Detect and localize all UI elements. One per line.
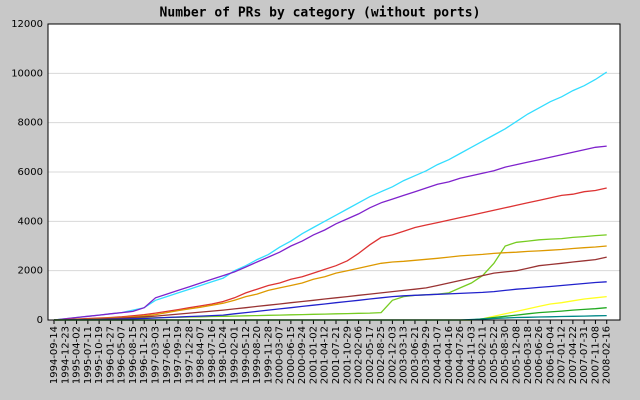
- x-tick-label: 1996-08-15: [128, 326, 139, 384]
- x-tick-label: 2001-07-21: [331, 326, 342, 384]
- x-tick-label: 1998-07-16: [207, 326, 218, 384]
- y-tick-label: 0: [37, 315, 43, 326]
- x-tick-label: 2000-03-07: [275, 326, 286, 384]
- series-line: [53, 187, 607, 321]
- plot-border: [47, 23, 621, 321]
- x-tick-label: 2006-10-04: [545, 326, 556, 384]
- x-tick-label: 2007-04-22: [568, 326, 579, 384]
- x-tick-label: 1999-05-12: [241, 326, 252, 384]
- y-tick-label: 8000: [18, 118, 43, 129]
- x-tick-label: 2002-05-17: [365, 326, 376, 384]
- y-tick-label: 12000: [11, 19, 43, 30]
- x-tick-label: 2003-06-21: [410, 326, 421, 384]
- x-tick-label: 2005-05-22: [489, 326, 500, 384]
- x-tick-label: 2005-02-11: [478, 326, 489, 384]
- x-tick-label: 2000-09-24: [297, 326, 308, 384]
- x-tick-label: 1994-09-14: [49, 326, 60, 384]
- x-tick-label: 2005-12-08: [511, 326, 522, 384]
- x-tick-label: 1996-11-23: [139, 326, 150, 384]
- x-tick-label: 2002-12-03: [387, 326, 398, 384]
- x-tick-label: 1999-02-01: [229, 326, 240, 384]
- x-tick-label: 2001-04-12: [320, 326, 331, 384]
- x-tick-label: 2003-03-13: [399, 326, 410, 384]
- x-tick-label: 2006-06-26: [534, 326, 545, 384]
- x-tick-label: 1994-12-23: [60, 326, 71, 384]
- x-tick-label: 1997-03-03: [151, 326, 162, 384]
- chart-title: Number of PRs by category (without ports…: [160, 6, 481, 21]
- x-tick-label: 2003-09-29: [421, 326, 432, 384]
- x-tick-label: 2000-06-15: [286, 326, 297, 384]
- x-tick-label: 1995-07-11: [83, 326, 94, 384]
- x-tick-label: 2002-02-06: [354, 326, 365, 384]
- series-line: [53, 145, 607, 321]
- x-tick-label: 1996-01-27: [105, 326, 116, 384]
- x-tick-label: 2002-08-25: [376, 326, 387, 384]
- x-tick-label: 1995-10-19: [94, 326, 105, 384]
- x-tick-label: 2006-03-18: [523, 326, 534, 384]
- x-tick-label: 2007-01-12: [557, 326, 568, 384]
- x-tick-label: 1998-04-07: [196, 326, 207, 384]
- series-line: [53, 245, 607, 321]
- y-tick-label: 4000: [18, 216, 43, 227]
- x-tick-label: 2004-11-03: [466, 326, 477, 384]
- x-tick-label: 1999-11-28: [263, 326, 274, 384]
- series-line: [53, 256, 607, 321]
- x-tick-label: 1996-05-07: [117, 326, 128, 384]
- x-tick-label: 2001-01-02: [308, 326, 319, 384]
- y-tick-label: 6000: [18, 167, 43, 178]
- x-tick-label: 2001-10-29: [342, 326, 353, 384]
- x-tick-label: 2004-04-16: [444, 326, 455, 384]
- x-tick-label: 2008-02-16: [602, 326, 613, 384]
- x-tick-label: 2004-01-07: [433, 326, 444, 384]
- x-tick-label: 1998-10-24: [218, 326, 229, 384]
- x-tick-label: 1997-09-19: [173, 326, 184, 384]
- x-tick-label: 1999-08-20: [252, 326, 263, 384]
- x-tick-label: 1995-04-02: [72, 326, 83, 384]
- x-tick-label: 2004-07-26: [455, 326, 466, 384]
- x-tick-label: 1997-06-11: [162, 326, 173, 384]
- y-tick-label: 2000: [18, 266, 43, 277]
- x-tick-label: 2007-07-31: [579, 326, 590, 384]
- x-tick-label: 1997-12-28: [184, 326, 195, 384]
- series-line: [53, 281, 607, 321]
- x-tick-label: 2007-11-08: [590, 326, 601, 384]
- y-tick-label: 10000: [11, 68, 43, 79]
- x-tick-label: 2005-08-30: [500, 326, 511, 384]
